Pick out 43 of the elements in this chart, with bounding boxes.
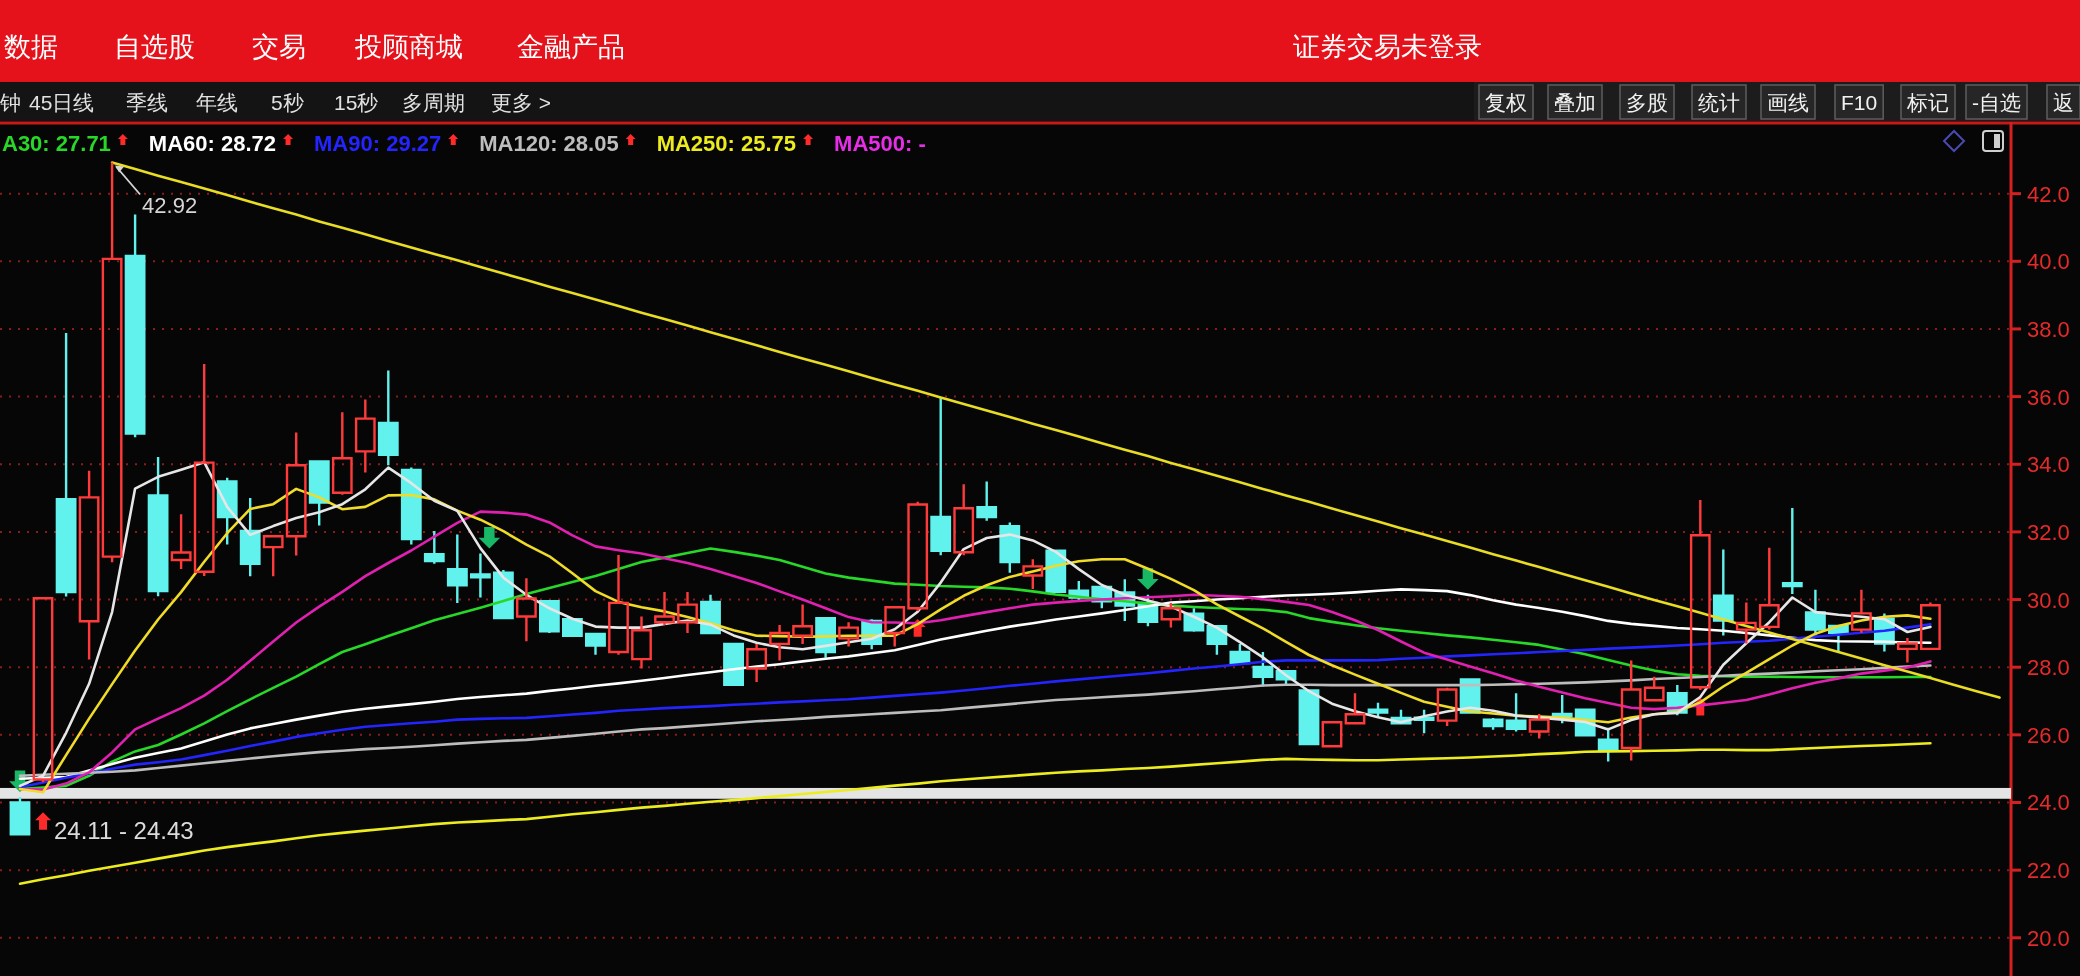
text: 15秒 [334,91,379,114]
text: 年线 [196,91,238,114]
y-tick-label: 26.0 [2027,722,2070,748]
text: 标记 [1906,91,1949,114]
y-tick-label: 34.0 [2027,452,2070,478]
text: 多周期 [402,91,465,114]
text: 证券交易未登录 [1293,32,1482,62]
band-label: 24.11 - 24.43 [54,816,194,844]
y-tick-label: 36.0 [2027,384,2070,410]
text: 画线 [1767,91,1809,114]
text: 自选股 [114,32,195,62]
text: 5秒 [271,91,304,114]
y-tick-label: 22.0 [2027,858,2070,884]
annotation: MA500: - [834,131,926,156]
y-tick-label: 24.0 [2027,790,2070,816]
text: 数据 [4,32,58,62]
text: 投顾商城 [354,32,463,62]
text: MA90: 29.27 [314,131,442,156]
text: 叠加 [1554,91,1596,114]
text: F10 [1841,91,1878,114]
y-tick-label: 38.0 [2027,316,2070,342]
text: 复权 [1485,91,1527,114]
text: 多股 [1626,91,1668,114]
text: MA60: 28.72 [148,131,277,156]
text: 更多 > [491,91,552,114]
y-tick-label: 20.0 [2027,925,2070,951]
text: 季线 [126,91,168,114]
text: -自选 [1972,91,2021,114]
y-tick-label: 32.0 [2027,519,2070,545]
text: 统计 [1698,91,1740,114]
text: 返 [2053,91,2074,114]
text: 钟 [0,91,21,114]
y-tick-label: 42.0 [2027,181,2070,207]
text: 45日线 [29,91,95,114]
annotation: 42.92 [142,192,198,218]
y-tick-label: 28.0 [2027,655,2070,681]
text: MA120: 28.05 [479,131,619,156]
text: MA250: 25.75 [656,131,797,156]
text: 交易 [252,32,306,62]
y-tick-label: 30.0 [2027,587,2070,613]
text: 金融产品 [517,32,625,62]
text: A30: 27.71 [2,131,111,156]
y-tick-label: 40.0 [2027,249,2070,275]
